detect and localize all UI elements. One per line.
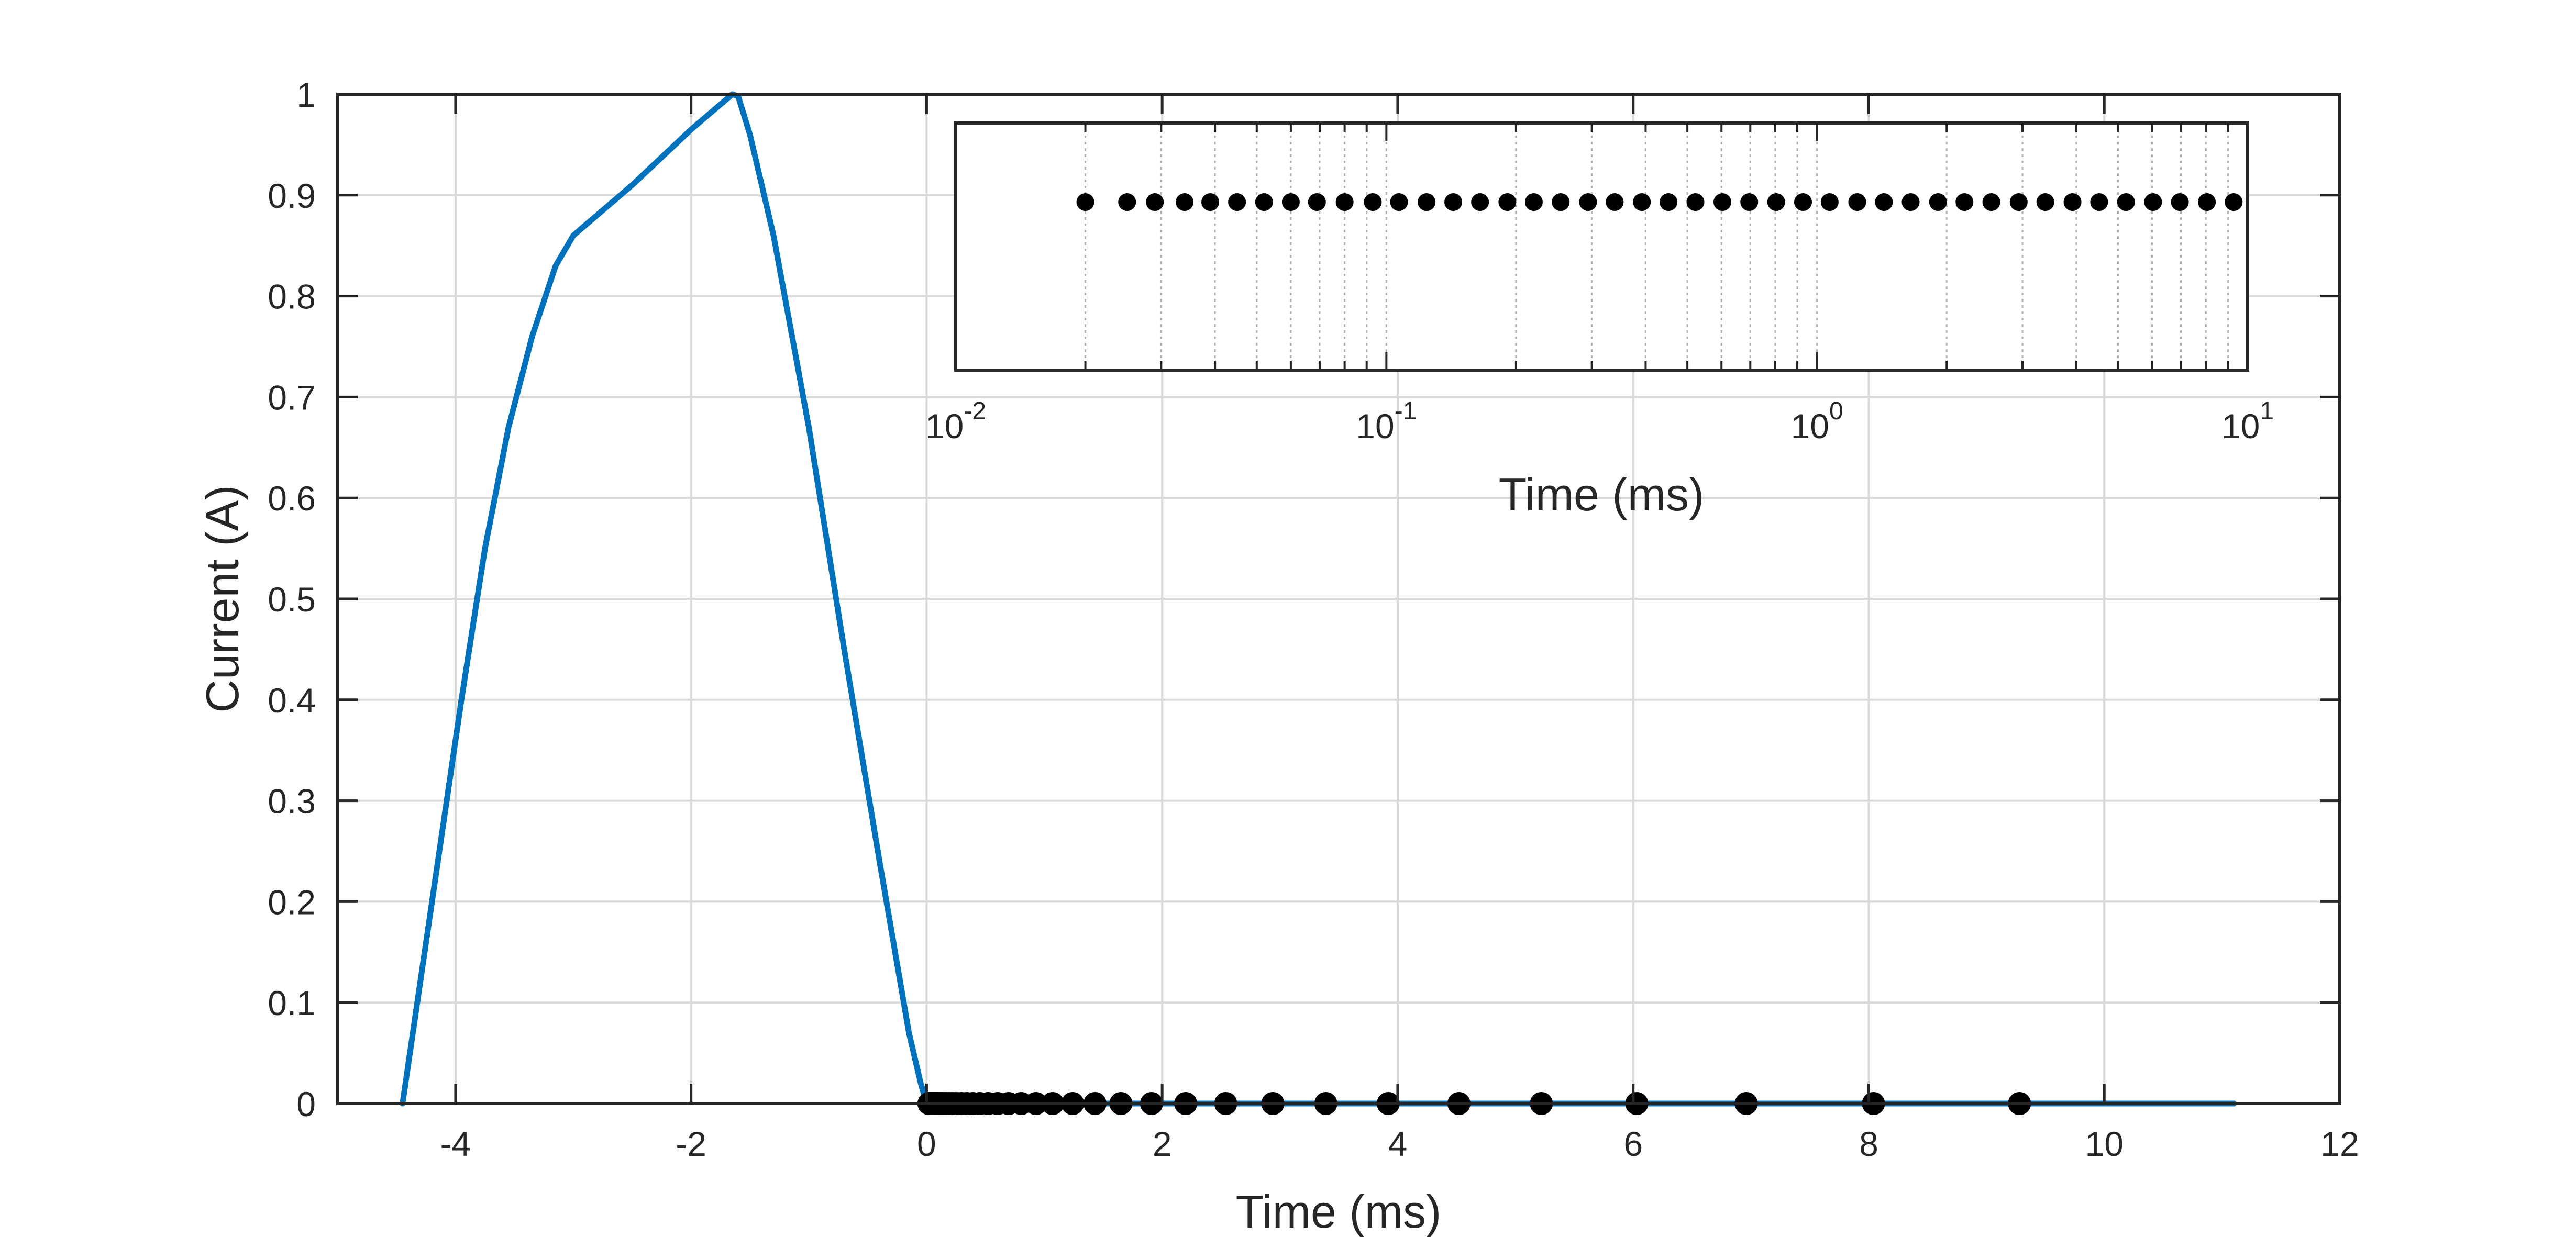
main-y-tick-label: 1 — [296, 75, 316, 114]
main-y-axis-label: Current (A) — [196, 485, 248, 712]
main-x-axis-label: Time (ms) — [1236, 1186, 1442, 1237]
inset-data-point — [1875, 193, 1893, 211]
inset-data-point — [1335, 193, 1354, 211]
main-y-tick-label: 0.4 — [268, 681, 316, 720]
inset-x-tick-exponent: 0 — [1829, 397, 1843, 425]
main-y-tick-labels: 0 0.1 0.2 0.3 0.4 0.5 0.6 0.7 0.8 0.9 1 — [268, 75, 316, 1123]
inset-data-point — [1820, 193, 1839, 211]
main-y-tick-label: 0.1 — [268, 984, 316, 1022]
inset-x-tick-exponent: -1 — [1395, 397, 1417, 425]
inset-data-point — [1713, 193, 1732, 211]
main-y-tick-label: 0.6 — [268, 479, 316, 518]
inset-data-point — [1606, 193, 1624, 211]
main-x-tick-labels: -4 -2 0 2 4 6 8 10 12 — [440, 1124, 2359, 1163]
inset-data-point — [1794, 193, 1812, 211]
main-x-tick-label: 6 — [1623, 1124, 1643, 1163]
inset-axes-box — [954, 121, 2249, 372]
inset-tick-marks — [1084, 123, 2229, 370]
inset-data-point — [1390, 193, 1408, 211]
inset-x-tick-base: 10 — [925, 407, 964, 445]
inset-x-tick-base: 10 — [1356, 407, 1394, 445]
inset-data-point — [1118, 193, 1136, 211]
main-x-tick-label: 0 — [917, 1124, 936, 1163]
main-y-tick-label: 0.8 — [268, 277, 316, 316]
inset-data-point — [1955, 193, 1974, 211]
inset-data-point — [2198, 193, 2216, 211]
inset-x-tick-base: 10 — [2221, 407, 2260, 445]
main-y-tick-label: 0.9 — [268, 176, 316, 215]
inset-x-tick-labels: 10-2 10-1 100 101 — [925, 397, 2274, 445]
inset-data-point — [1076, 193, 1094, 211]
inset-x-axis-label: Time (ms) — [1499, 469, 1705, 520]
main-y-tick-label: 0.5 — [268, 580, 316, 619]
main-x-tick-label: -4 — [440, 1124, 471, 1163]
inset-data-point — [1201, 193, 1220, 211]
main-y-tick-label: 0 — [296, 1085, 316, 1123]
inset-data-point — [1281, 193, 1300, 211]
inset-data-point — [2090, 193, 2108, 211]
main-x-tick-label: 4 — [1388, 1124, 1408, 1163]
inset-data-point — [1660, 193, 1678, 211]
inset-data-point — [1418, 193, 1436, 211]
inset-data-point — [1686, 193, 1705, 211]
inset-data-point — [1176, 193, 1194, 211]
inset-data-point — [2009, 193, 2028, 211]
inset-x-tick-label: 10-1 — [1356, 397, 1417, 445]
main-y-tick-label: 0.3 — [268, 782, 316, 821]
inset-data-point — [2171, 193, 2189, 211]
inset-x-tick-label: 101 — [2221, 397, 2274, 445]
inset-data-point — [2036, 193, 2054, 211]
inset-x-tick-label: 10-2 — [925, 397, 986, 445]
inset-data-point — [1740, 193, 1759, 211]
inset-data-point — [1444, 193, 1463, 211]
inset-x-tick-base: 10 — [1791, 407, 1829, 445]
inset-data-point — [1146, 193, 1164, 211]
inset-data-point — [2144, 193, 2162, 211]
inset-data-point — [2063, 193, 2082, 211]
inset-data-point — [1929, 193, 1947, 211]
main-x-tick-label: 2 — [1153, 1124, 1172, 1163]
inset-data-point — [1552, 193, 1570, 211]
inset-data-point — [2117, 193, 2135, 211]
main-y-tick-label: 0.7 — [268, 378, 316, 417]
inset-data-point — [1228, 193, 1246, 211]
inset-data-point — [1308, 193, 1326, 211]
inset-data-point — [1848, 193, 1866, 211]
inset-x-tick-exponent: -2 — [964, 397, 986, 425]
inset-data-point — [1982, 193, 2000, 211]
main-x-tick-label: 8 — [1859, 1124, 1878, 1163]
inset-data-point — [1255, 193, 1273, 211]
inset-data-point — [1579, 193, 1597, 211]
inset-data-point — [1767, 193, 1785, 211]
inset-plot-area — [956, 123, 2248, 370]
main-tick-marks — [338, 93, 2341, 1105]
inset-scatter-series — [1076, 193, 2243, 211]
inset-data-point — [1364, 193, 1382, 211]
inset-data-point — [1524, 193, 1543, 211]
inset-data-point — [1633, 193, 1651, 211]
main-x-tick-label: -2 — [676, 1124, 706, 1163]
main-y-tick-label: 0.2 — [268, 883, 316, 921]
inset-x-tick-exponent: 1 — [2260, 397, 2274, 425]
main-x-tick-label: 10 — [2085, 1124, 2124, 1163]
inset-x-tick-label: 100 — [1791, 397, 1843, 445]
inset-data-point — [1471, 193, 1489, 211]
inset-data-point — [1498, 193, 1517, 211]
inset-data-point — [2225, 193, 2243, 211]
inset-data-point — [1901, 193, 1920, 211]
inset-axes: 10-2 10-1 100 101 Time (ms) — [925, 121, 2274, 520]
main-x-tick-label: 12 — [2320, 1124, 2359, 1163]
